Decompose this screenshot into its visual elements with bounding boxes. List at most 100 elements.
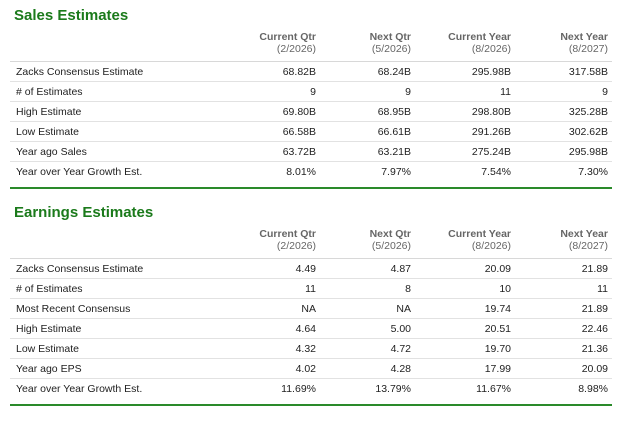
earnings-estimates-table: Current Qtr (2/2026) Next Qtr (5/2026) C…: [10, 224, 612, 398]
row-label: Year over Year Growth Est.: [16, 382, 143, 395]
column-header-period: (8/2026): [471, 240, 511, 252]
row-label: # of Estimates: [10, 278, 240, 299]
earnings-estimates-title: Earnings Estimates: [14, 204, 154, 221]
estimate-value: 8: [320, 278, 415, 299]
table-row: Zacks Consensus Estimate 4.49 4.87 20.09 21.…: [10, 258, 612, 279]
column-header-title: Next Qtr: [369, 228, 411, 240]
row-label: Year ago EPS: [10, 358, 240, 379]
row-label: Zacks Consensus Estimate: [10, 258, 240, 279]
estimate-value: 20.09: [515, 358, 612, 379]
row-label: # of Estimates: [10, 81, 240, 102]
estimate-value: 295.98B: [415, 61, 515, 82]
estimate-value: 11: [415, 81, 515, 102]
column-header-title: Current Qtr: [259, 228, 316, 240]
column-header-period: (8/2027): [568, 240, 608, 252]
column-header-period: (8/2026): [471, 43, 511, 55]
estimate-value: 8.98%: [578, 382, 608, 395]
estimate-value: 19.74: [415, 298, 515, 319]
column-header-title: Next Year: [560, 228, 608, 240]
table-row: Year ago EPS 4.02 4.28 17.99 20.09: [10, 358, 612, 379]
estimate-value: 68.95B: [320, 101, 415, 122]
estimate-value: 317.58B: [515, 61, 612, 82]
estimate-value: 66.58B: [240, 121, 320, 142]
sales-table-body: Zacks Consensus Estimate 68.82B 68.24B 295.…: [10, 61, 612, 182]
estimate-value: 4.02: [240, 358, 320, 379]
column-header-title: Next Year: [560, 31, 608, 43]
estimate-value: 68.82B: [240, 61, 320, 82]
table-row: Year over Year Growth Est. 8.01% 7.97% 7.54…: [10, 162, 612, 182]
row-label: Most Recent Consensus: [10, 298, 240, 319]
column-header-label: [10, 224, 240, 259]
row-label: Year ago Sales: [10, 141, 240, 162]
estimate-value: 66.61B: [320, 121, 415, 142]
estimate-value: 8.01%: [286, 165, 316, 178]
table-row: High Estimate 69.80B 68.95B 298.80B 325.28B: [10, 101, 612, 122]
estimate-value: 21.36: [515, 338, 612, 359]
table-row: High Estimate 4.64 5.00 20.51 22.46: [10, 318, 612, 339]
estimate-value: 4.72: [320, 338, 415, 359]
row-label: Year over Year Growth Est.: [16, 165, 143, 178]
table-row: # of Estimates 11 8 10 11: [10, 278, 612, 299]
estimate-value: 10: [415, 278, 515, 299]
estimate-value: 19.70: [415, 338, 515, 359]
column-header-period: (5/2026): [371, 43, 411, 55]
table-header-row: Current Qtr (2/2026) Next Qtr (5/2026) C…: [10, 27, 612, 62]
column-header-current-qtr: Current Qtr (2/2026): [240, 224, 320, 259]
column-header-next-qtr: Next Qtr (5/2026): [320, 27, 415, 62]
column-header-period: (2/2026): [276, 43, 316, 55]
estimate-value: 13.79%: [375, 382, 411, 395]
estimate-value: 5.00: [320, 318, 415, 339]
column-header-next-qtr: Next Qtr (5/2026): [320, 224, 415, 259]
estimate-value: 7.30%: [578, 165, 608, 178]
column-header-current-qtr: Current Qtr (2/2026): [240, 27, 320, 62]
table-row: Zacks Consensus Estimate 68.82B 68.24B 295.…: [10, 61, 612, 82]
estimate-value: 291.26B: [415, 121, 515, 142]
estimate-value: 11.69%: [281, 382, 316, 395]
estimate-value: 295.98B: [515, 141, 612, 162]
column-header-current-year: Current Year (8/2026): [415, 27, 515, 62]
estimate-value: 4.49: [240, 258, 320, 279]
row-label: High Estimate: [10, 101, 240, 122]
column-header-title: Current Qtr: [259, 31, 316, 43]
estimate-value: NA: [240, 298, 320, 319]
column-header-current-year: Current Year (8/2026): [415, 224, 515, 259]
estimate-value: 7.97%: [381, 165, 411, 178]
estimate-value: 22.46: [515, 318, 612, 339]
sales-estimates-table: Current Qtr (2/2026) Next Qtr (5/2026) C…: [10, 27, 612, 181]
estimate-value: 11.67%: [476, 382, 511, 395]
estimate-value: 4.32: [240, 338, 320, 359]
section-divider: [10, 404, 612, 406]
column-header-period: (8/2027): [568, 43, 608, 55]
estimate-value: 21.89: [515, 298, 612, 319]
estimate-value: 9: [240, 81, 320, 102]
row-label: Low Estimate: [10, 121, 240, 142]
estimate-value: 9: [515, 81, 612, 102]
earnings-table-body: Zacks Consensus Estimate 4.49 4.87 20.09 21.…: [10, 258, 612, 399]
estimate-value: 21.89: [515, 258, 612, 279]
column-header-period: (2/2026): [276, 240, 316, 252]
estimate-value: 63.72B: [240, 141, 320, 162]
estimate-value: 20.09: [415, 258, 515, 279]
row-label: High Estimate: [10, 318, 240, 339]
sales-estimates-section: Sales Estimates Current Qtr (2/2026) Nex…: [10, 0, 612, 189]
table-row: Low Estimate 4.32 4.72 19.70 21.36: [10, 338, 612, 359]
estimate-value: 298.80B: [415, 101, 515, 122]
estimate-value: 11: [515, 278, 612, 299]
estimate-value: 17.99: [415, 358, 515, 379]
sales-estimates-title: Sales Estimates: [14, 7, 129, 24]
estimate-value: 11: [240, 278, 320, 299]
estimate-value: 9: [320, 81, 415, 102]
column-header-title: Next Qtr: [369, 31, 411, 43]
earnings-estimates-section: Earnings Estimates Current Qtr (2/2026) …: [10, 197, 612, 406]
table-row: # of Estimates 9 9 11 9: [10, 81, 612, 102]
estimate-value: 63.21B: [320, 141, 415, 162]
table-row: Low Estimate 66.58B 66.61B 291.26B 302.62B: [10, 121, 612, 142]
estimate-value: 20.51: [415, 318, 515, 339]
estimate-value: 7.54%: [481, 165, 511, 178]
column-header-label: [10, 27, 240, 62]
column-header-period: (5/2026): [371, 240, 411, 252]
estimate-value: 325.28B: [515, 101, 612, 122]
estimate-value: 68.24B: [320, 61, 415, 82]
column-header-title: Current Year: [448, 31, 511, 43]
estimate-value: 4.28: [320, 358, 415, 379]
